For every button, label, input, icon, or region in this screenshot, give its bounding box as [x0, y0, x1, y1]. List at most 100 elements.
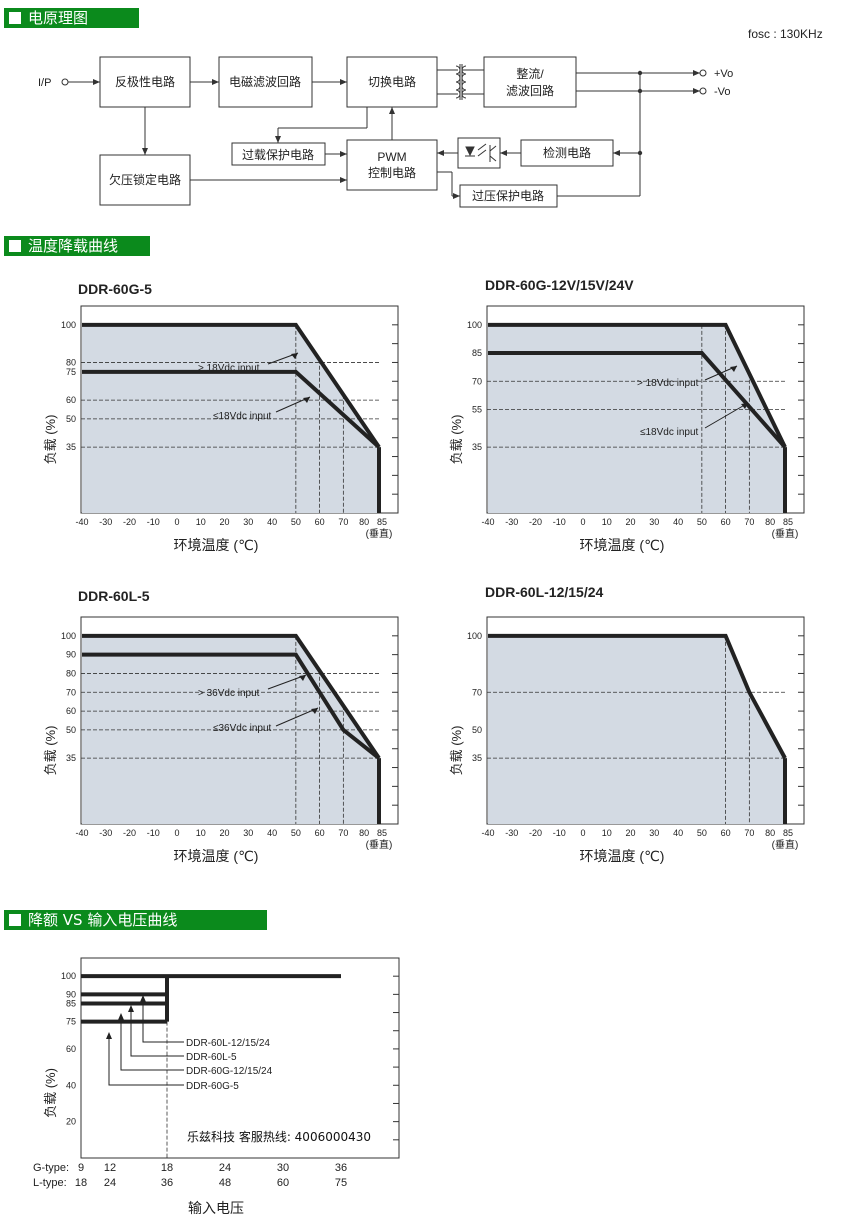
x-tick-label: -40: [481, 517, 494, 527]
x-tick-label: 85: [783, 517, 793, 527]
y-tick-label: 90: [66, 989, 76, 999]
annotation-leader: [275, 707, 319, 727]
series-annotation: ≤18Vdc input: [640, 427, 699, 438]
x-tick-label: 85: [377, 828, 387, 838]
derating-chart: DDR-60L-5 100 90 80 70 60 50 35 -40 -30 -20 -10 0 10 2…: [43, 588, 399, 864]
x-tick-label: 40: [267, 828, 277, 838]
series-annotation: ≤36Vdc input: [213, 723, 272, 734]
series-line: [82, 322, 381, 449]
x-tick-label: -30: [99, 517, 112, 527]
derating-area: [488, 324, 785, 513]
x-tick-label: -10: [147, 828, 160, 838]
y-tick-label: 50: [66, 414, 76, 424]
x-tick-label: 20: [220, 517, 230, 527]
x-tick-label: 80: [765, 828, 775, 838]
vertical-note: (垂直): [366, 838, 393, 851]
x-tick-label: -20: [529, 517, 542, 527]
x-tick-label: 60: [315, 828, 325, 838]
y-tick-label: 100: [61, 320, 76, 330]
series-line: [82, 369, 381, 449]
y-tick-label: 35: [472, 442, 482, 452]
g-type-tick: 24: [219, 1162, 231, 1174]
annotation-leader: [108, 1038, 184, 1086]
derating-chart: DDR-60L-12/15/24 100 70 50 35 -40 -30 -20 -10 0 10…: [449, 584, 805, 864]
chart-title: DDR-60G-12V/15V/24V: [485, 277, 634, 293]
arrow-icon: [741, 403, 748, 409]
x-tick-label: 60: [315, 517, 325, 527]
fosc-label: fosc : 130KHz: [748, 27, 823, 41]
block-emi-filter: 电磁滤波回路: [229, 74, 301, 89]
annotation-leader: [267, 674, 307, 690]
y-tick-label: 50: [472, 725, 482, 735]
x-axis-label: 环境温度 (℃): [580, 848, 665, 864]
series-line: [488, 633, 787, 760]
y-tick-label: 50: [66, 725, 76, 735]
x-tick-label: -20: [123, 517, 136, 527]
annotation-leader: [130, 1011, 184, 1057]
section-title: 温度降载曲线: [28, 237, 119, 255]
y-tick-label: 55: [472, 405, 482, 415]
ip-label: I/P: [38, 77, 51, 89]
y-tick-label: 100: [61, 631, 76, 641]
block-rectifier-line1: 整流/: [516, 66, 544, 81]
y-tick-label: 85: [66, 998, 76, 1008]
block-olp: 过载保护电路: [242, 147, 314, 162]
x-tick-label: 10: [196, 828, 206, 838]
y-axis-label: 负载 (%): [43, 726, 58, 776]
x-tick-label: -40: [481, 828, 494, 838]
x-tick-label: 20: [626, 517, 636, 527]
arrow-icon: [291, 353, 298, 359]
x-tick-label: -40: [75, 517, 88, 527]
l-type-tick: 48: [219, 1177, 231, 1189]
x-tick-label: 0: [581, 517, 586, 527]
y-tick-label: 70: [66, 687, 76, 697]
arrow-icon: [299, 675, 306, 681]
square-bullet-icon: [9, 240, 21, 252]
y-tick-label: 40: [66, 1080, 76, 1090]
x-tick-label: 50: [697, 517, 707, 527]
y-axis-label: 负载 (%): [449, 726, 464, 776]
y-tick-label: 35: [66, 442, 76, 452]
l-type-tick: 18: [75, 1177, 87, 1189]
x-tick-label: 40: [673, 517, 683, 527]
arrow-icon: [118, 1013, 124, 1020]
g-type-tick: 12: [104, 1162, 116, 1174]
x-tick-label: 20: [626, 828, 636, 838]
y-tick-label: 75: [66, 1017, 76, 1027]
block-diagram: I/P fosc : 130KHz +Vo -Vo 反极性电路 电磁滤波回路 切…: [38, 27, 823, 208]
section-header-input-derating: 降额 VS 输入电压曲线: [4, 910, 267, 930]
g-type-tick: 9: [78, 1162, 84, 1174]
chart-title: DDR-60L-5: [78, 588, 150, 604]
x-tick-label: -30: [505, 517, 518, 527]
vertical-note: (垂直): [772, 838, 799, 851]
plot-frame: [80, 957, 400, 1159]
x-tick-label: -30: [505, 828, 518, 838]
y-tick-label: 80: [66, 357, 76, 367]
x-tick-label: -10: [553, 517, 566, 527]
x-tick-label: -30: [99, 828, 112, 838]
arrow-icon: [730, 366, 737, 372]
x-tick-label: 70: [744, 517, 754, 527]
y-tick-label: 70: [472, 376, 482, 386]
x-tick-label: -10: [147, 517, 160, 527]
square-bullet-icon: [9, 914, 21, 926]
x-tick-label: 80: [359, 517, 369, 527]
series-line: [82, 652, 381, 760]
vo-plus-label: +Vo: [714, 68, 733, 80]
arrow-icon: [303, 397, 310, 403]
block-reverse-polarity: 反极性电路: [115, 74, 175, 89]
y-axis-label: 负载 (%): [43, 415, 58, 465]
l-type-tick: 75: [335, 1177, 347, 1189]
annotation-leader: [142, 1001, 184, 1043]
x-tick-label: 10: [602, 828, 612, 838]
y-tick-label: 60: [66, 395, 76, 405]
annotation-leader: [120, 1019, 184, 1071]
section-header-block-diagram: 电原理图: [4, 8, 139, 28]
x-tick-label: 80: [765, 517, 775, 527]
derating-area: [488, 635, 785, 824]
x-axis-label: 环境温度 (℃): [580, 537, 665, 553]
vo-minus-label: -Vo: [714, 86, 731, 98]
